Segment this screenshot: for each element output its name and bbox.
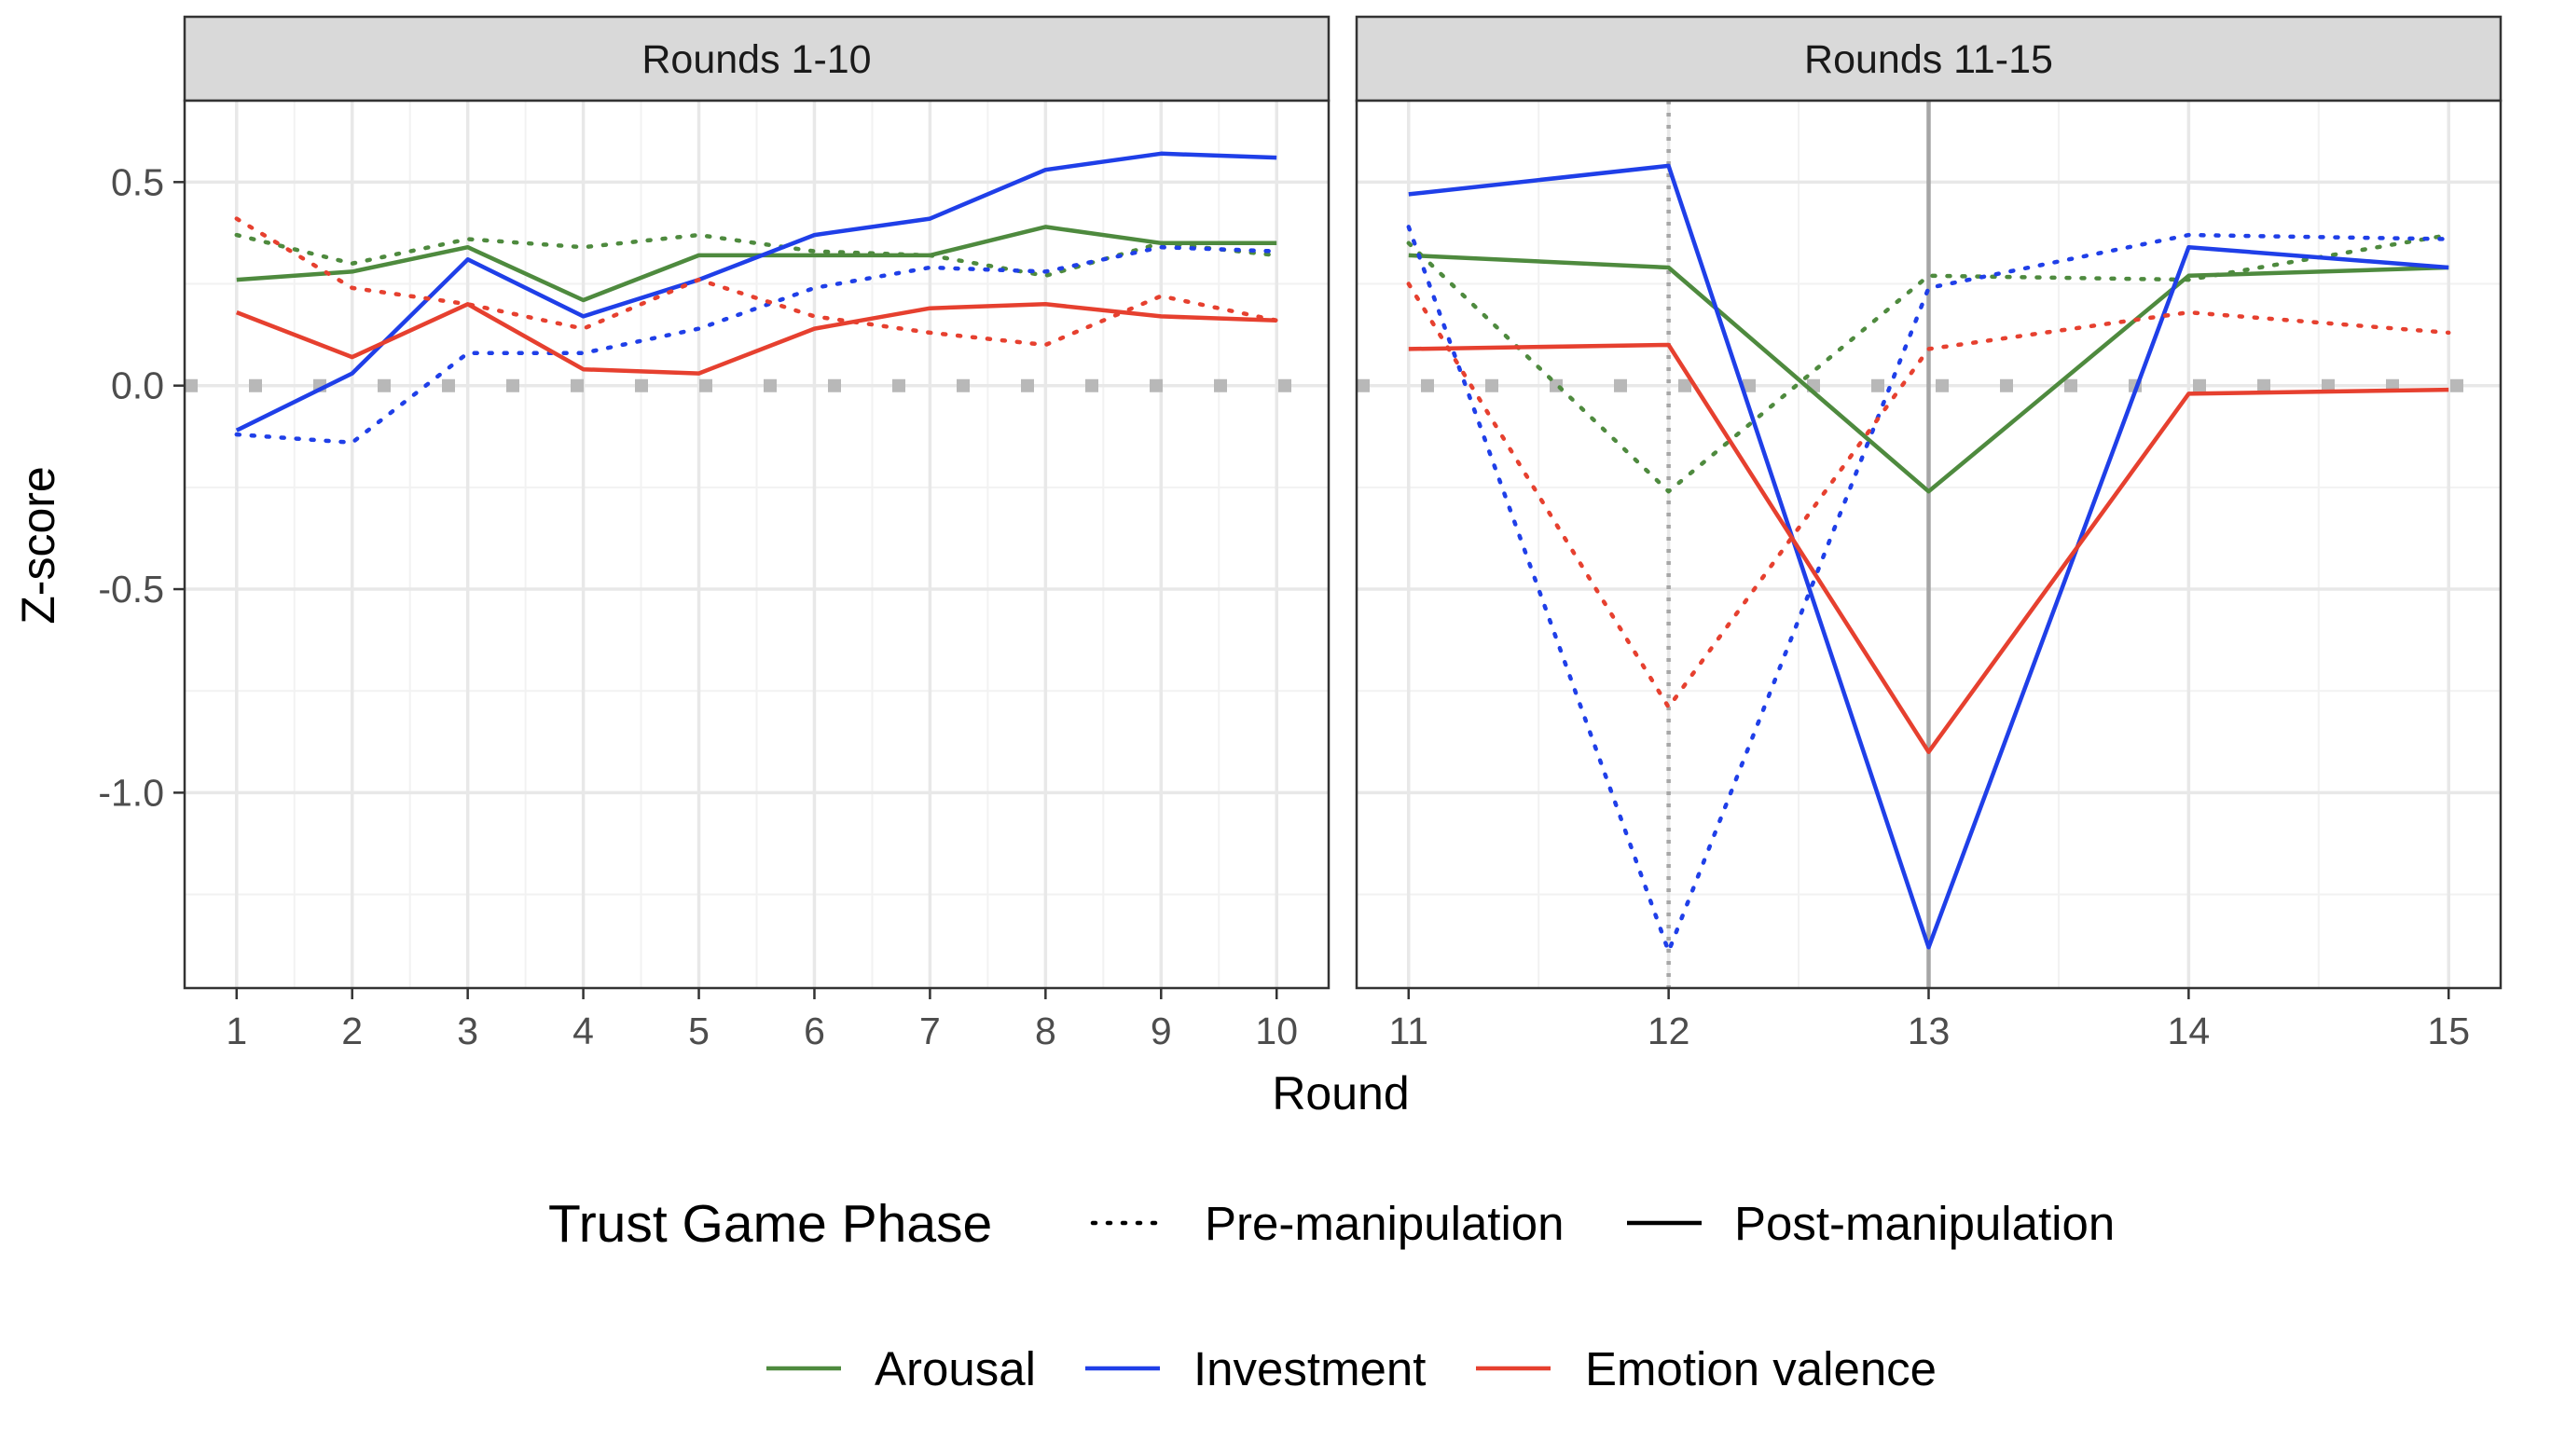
series-line-emotion-valence-pre xyxy=(234,216,1279,348)
y-tick-label: 0.0 xyxy=(111,364,164,407)
legend-label-post: Post-manipulation xyxy=(1734,1197,2115,1250)
legend-label-investment: Investment xyxy=(1193,1342,1426,1395)
x-tick-label: 5 xyxy=(688,1010,710,1052)
series-line-arousal-pre xyxy=(1406,232,2451,494)
x-tick-label: 6 xyxy=(804,1010,825,1052)
legend-label-pre: Pre-manipulation xyxy=(1205,1197,1565,1250)
series-line-arousal-post xyxy=(1408,253,2449,494)
panels-layer: Rounds 1-101 2 3 4 5 6 7 8 9 100.50.0-0.5-1.0Roun… xyxy=(98,15,2503,1052)
legend: Trust Game Phase Pre-manipulation Post-man… xyxy=(548,1194,2115,1395)
panel-border xyxy=(183,99,1331,990)
x-tick-label: 4 xyxy=(572,1010,594,1052)
x-tick-label: 12 xyxy=(1648,1010,1690,1052)
x-tick-label: 9 xyxy=(1151,1010,1172,1052)
panel-2: Rounds 11-15 11 12 13 14 15 xyxy=(1355,15,2503,1052)
x-axis-title: Round xyxy=(1272,1067,1409,1119)
facet-strip xyxy=(1355,15,2503,103)
series-line-emotion-valence-post xyxy=(235,302,1277,376)
legend-label-emotion-valence: Emotion valence xyxy=(1585,1342,1937,1395)
x-tick-label: 11 xyxy=(1388,1010,1428,1052)
facet-strip xyxy=(183,15,1331,103)
x-tick-label: 8 xyxy=(1035,1010,1056,1052)
x-tick-label: 13 xyxy=(1908,1010,1951,1052)
facet-strip-title: Rounds 1-10 xyxy=(641,37,871,82)
y-tick-label: -0.5 xyxy=(98,568,164,611)
series-line-investment-pre xyxy=(1406,225,2451,954)
legend-title: Trust Game Phase xyxy=(548,1194,992,1254)
series-line-investment-pre xyxy=(234,244,1279,446)
series-line-emotion-valence-pre xyxy=(1406,282,2451,709)
panel-1: Rounds 1-10 1 2 3 4 5 6 7 8 9 10 0.5 0.0 -0.5 -1.0 xyxy=(98,15,1331,1052)
x-tick-label: 2 xyxy=(341,1010,363,1052)
facet-strip-title: Rounds 11-15 xyxy=(1804,37,2053,82)
series-line-emotion-valence-post xyxy=(1408,342,2449,754)
x-tick-label: 1 xyxy=(226,1010,247,1052)
y-tick-label: -1.0 xyxy=(98,771,164,814)
x-tick-label: 15 xyxy=(2427,1010,2470,1052)
series-line-investment-post xyxy=(1408,163,2449,950)
series-line-investment-post xyxy=(235,151,1277,433)
legend-label-arousal: Arousal xyxy=(875,1342,1036,1395)
x-tick-label: 7 xyxy=(919,1010,941,1052)
y-axis-title: Z-score xyxy=(12,466,64,624)
x-tick-label: 3 xyxy=(457,1010,478,1052)
y-tick-label: 0.5 xyxy=(111,160,164,203)
x-tick-label: 10 xyxy=(1255,1010,1298,1052)
x-tick-label: 14 xyxy=(2168,1010,2211,1052)
